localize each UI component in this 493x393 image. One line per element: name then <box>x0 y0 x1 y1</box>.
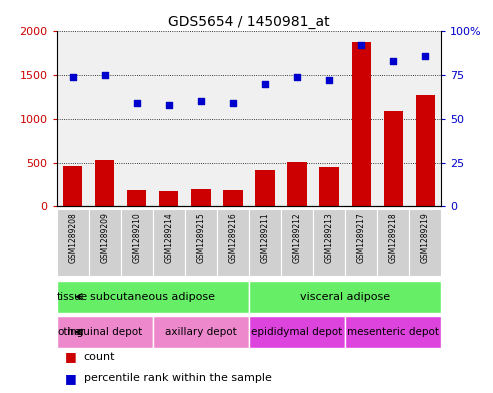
Bar <box>127 190 146 206</box>
Text: count: count <box>84 352 115 362</box>
Bar <box>313 209 345 276</box>
Text: other: other <box>57 327 85 337</box>
Text: ■: ■ <box>65 350 76 363</box>
Text: visceral adipose: visceral adipose <box>300 292 390 302</box>
Text: GSM1289213: GSM1289213 <box>324 213 334 263</box>
Text: GSM1289208: GSM1289208 <box>68 213 77 263</box>
Bar <box>416 95 435 206</box>
Text: GSM1289215: GSM1289215 <box>196 213 206 263</box>
Bar <box>345 316 441 348</box>
Text: axillary depot: axillary depot <box>165 327 237 337</box>
Bar <box>89 209 121 276</box>
Title: GDS5654 / 1450981_at: GDS5654 / 1450981_at <box>168 15 330 29</box>
Text: GSM1289216: GSM1289216 <box>228 213 238 263</box>
Bar <box>217 209 249 276</box>
Bar <box>57 281 249 313</box>
Text: GSM1289212: GSM1289212 <box>292 213 302 263</box>
Point <box>165 102 173 108</box>
Text: percentile rank within the sample: percentile rank within the sample <box>84 373 272 383</box>
Bar <box>95 160 114 206</box>
Point <box>229 100 237 106</box>
Point <box>293 74 301 80</box>
Bar <box>57 316 153 348</box>
Bar <box>121 209 153 276</box>
Bar <box>223 190 243 206</box>
Bar <box>384 111 403 206</box>
Bar <box>57 209 89 276</box>
Text: GSM1289209: GSM1289209 <box>100 213 109 263</box>
Text: mesenteric depot: mesenteric depot <box>347 327 439 337</box>
Text: ■: ■ <box>65 372 76 385</box>
Text: GSM1289211: GSM1289211 <box>260 213 270 263</box>
Bar <box>249 316 345 348</box>
Text: GSM1289217: GSM1289217 <box>356 213 366 263</box>
Point <box>101 72 108 78</box>
Bar <box>377 209 409 276</box>
Point <box>421 53 429 59</box>
Point <box>325 77 333 84</box>
Bar <box>63 166 82 206</box>
Bar <box>255 170 275 206</box>
Text: GSM1289210: GSM1289210 <box>132 213 141 263</box>
Bar <box>281 209 313 276</box>
Text: tissue: tissue <box>57 292 88 302</box>
Bar <box>191 189 211 206</box>
Bar <box>345 209 377 276</box>
Text: GSM1289218: GSM1289218 <box>388 213 398 263</box>
Text: subcutaneous adipose: subcutaneous adipose <box>90 292 215 302</box>
Bar <box>159 191 178 206</box>
Text: GSM1289214: GSM1289214 <box>164 213 174 263</box>
Point <box>261 81 269 87</box>
Point <box>69 74 77 80</box>
Bar <box>287 162 307 206</box>
Bar <box>319 167 339 206</box>
Bar <box>153 316 249 348</box>
Point <box>357 42 365 49</box>
Point <box>133 100 141 106</box>
Text: GSM1289219: GSM1289219 <box>421 213 430 263</box>
Point <box>197 98 205 105</box>
Bar <box>249 281 441 313</box>
Bar <box>409 209 441 276</box>
Text: inguinal depot: inguinal depot <box>67 327 142 337</box>
Bar <box>249 209 281 276</box>
Bar <box>352 42 371 206</box>
Bar <box>185 209 217 276</box>
Point <box>389 58 397 64</box>
Bar <box>153 209 185 276</box>
Text: epididymal depot: epididymal depot <box>251 327 343 337</box>
